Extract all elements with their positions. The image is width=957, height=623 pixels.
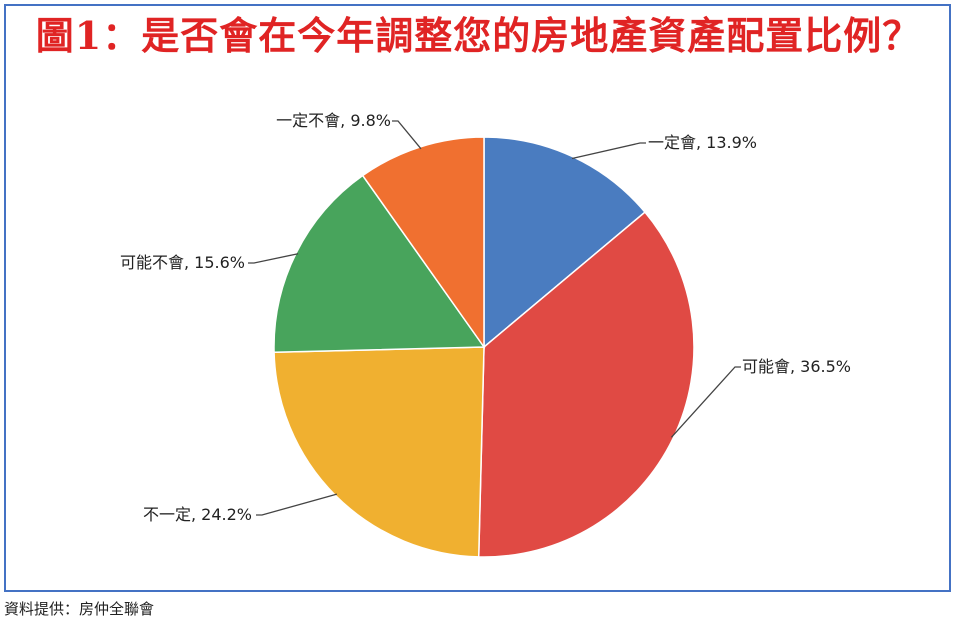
pie-slices: [273, 136, 695, 558]
data-label-不一定: 不一定, 24.2%: [143, 505, 252, 524]
leader-line-一定不會: [392, 120, 422, 150]
leader-line-可能會: [670, 366, 741, 438]
data-label-可能會: 可能會, 36.5%: [742, 357, 851, 376]
pie-slice-可能會: [477, 211, 695, 558]
leader-line-一定會: [571, 142, 646, 160]
pie-slice-一定不會: [361, 136, 485, 350]
data-label-一定會: 一定會, 13.9%: [648, 133, 757, 152]
data-labels: 一定會, 13.9% 可能會, 36.5% 不一定, 24.2% 可能不會, 15.6…: [120, 111, 851, 524]
leader-line-可能不會: [248, 253, 299, 264]
chart-title: 圖1：是否會在今年調整您的房地產資產配置比例？: [35, 13, 922, 58]
pie-slice-可能不會: [273, 174, 486, 354]
data-label-可能不會: 可能不會, 15.6%: [120, 253, 245, 272]
pie-slice-不一定: [273, 346, 485, 558]
leader-lines: [248, 120, 741, 516]
data-label-一定不會: 一定不會, 9.8%: [276, 111, 391, 130]
source-note: 資料提供：房仲全聯會: [4, 600, 155, 618]
leader-line-不一定: [256, 493, 338, 516]
pie-slice-一定會: [483, 136, 647, 349]
